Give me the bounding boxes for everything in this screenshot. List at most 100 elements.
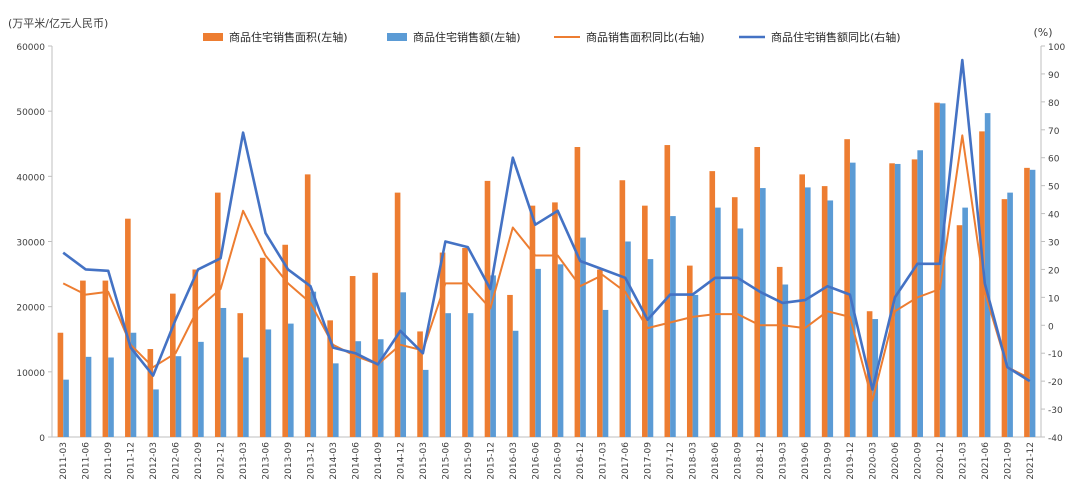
x-tick-label: 2013-12 — [307, 442, 317, 480]
right-tick-label: -10 — [1048, 350, 1063, 360]
area-bar — [349, 276, 356, 437]
sales-bar — [760, 188, 766, 437]
right-tick-label: -20 — [1048, 378, 1063, 388]
x-tick-label: 2014-09 — [374, 442, 384, 480]
sales-bar — [602, 309, 609, 437]
area-bar — [529, 205, 536, 437]
sales-bar — [288, 323, 294, 437]
x-tick-label: 2015-12 — [486, 442, 496, 480]
area-bar — [394, 192, 401, 437]
area-bar — [686, 265, 693, 437]
legend-label: 商品住宅销售面积(左轴) — [229, 30, 348, 44]
sales-bar — [894, 163, 901, 437]
left-axis-unit: (万平米/亿元人民币) — [8, 17, 108, 30]
area-bar — [282, 244, 289, 437]
x-tick-label: 2018-03 — [689, 442, 699, 480]
x-tick-label: 2011-12 — [127, 442, 137, 480]
right-tick-label: 70 — [1048, 127, 1060, 137]
area-bar — [754, 147, 761, 437]
sales-bar — [715, 207, 721, 437]
x-tick-label: 2016-12 — [576, 442, 586, 480]
right-tick-label: 0 — [1048, 322, 1054, 332]
right-tick-label: 10 — [1048, 294, 1060, 304]
left-tick-label: 40000 — [16, 173, 45, 183]
x-tick-label: 2011-06 — [82, 442, 92, 480]
area-bar — [80, 280, 86, 437]
x-tick-label: 2014-03 — [329, 442, 339, 480]
x-tick-labels: 2011-03 2011-06 2011-09 2011-12 2012-03 2012-… — [59, 442, 1036, 480]
x-tick-label: 2018-12 — [756, 442, 766, 480]
legend-label: 商品住宅销售额同比(右轴) — [771, 30, 901, 44]
x-tick-label: 2019-03 — [779, 442, 789, 480]
x-tick-label: 2019-12 — [846, 442, 856, 480]
area-bar — [934, 102, 940, 437]
x-tick-label: 2013-06 — [262, 442, 272, 480]
sales-bar — [63, 379, 69, 437]
area-bar — [192, 269, 199, 437]
sales-bar — [557, 264, 564, 437]
right-tick-label: 50 — [1048, 183, 1060, 193]
area-bar — [574, 147, 581, 437]
x-tick-label: 2012-03 — [149, 442, 159, 480]
sales-bar — [962, 207, 968, 437]
sales-bar — [422, 369, 429, 437]
area-yoy-line — [62, 134, 1031, 402]
sales-bar — [917, 150, 923, 437]
area-bar — [619, 180, 626, 437]
x-tick-label: 2017-09 — [644, 442, 654, 480]
area-bar — [214, 192, 221, 437]
x-tick-label: 2013-09 — [284, 442, 294, 480]
sales-bar — [153, 389, 159, 437]
bar-series — [57, 102, 1036, 438]
area-bar — [462, 248, 468, 437]
sales-bar — [220, 307, 227, 437]
sales-bar — [265, 329, 272, 437]
area-bar — [1001, 199, 1008, 437]
x-tick-label: 2019-09 — [824, 442, 834, 480]
x-tick-label: 2014-06 — [351, 442, 361, 480]
area-bar — [776, 266, 783, 437]
sales-bar — [782, 284, 789, 437]
line-series — [62, 58, 1031, 402]
sales-bar — [625, 241, 631, 437]
area-bar — [731, 197, 738, 437]
sales-bar — [130, 332, 137, 437]
area-bar — [417, 331, 423, 437]
area-bar — [170, 293, 176, 437]
right-axis-unit: (%) — [1033, 26, 1052, 39]
x-tick-label: 2020-09 — [913, 442, 923, 480]
area-bar — [484, 180, 491, 437]
sales-bar — [984, 113, 991, 437]
sales-bar — [355, 341, 362, 437]
area-bar — [821, 186, 828, 437]
area-bar — [102, 280, 109, 437]
x-tick-label: 2011-03 — [59, 442, 69, 480]
area-bar — [642, 205, 648, 437]
right-tick-label: -30 — [1048, 406, 1063, 416]
sales-bar — [108, 357, 114, 437]
x-tick-label: 2016-03 — [509, 442, 519, 480]
right-tick-label: 80 — [1048, 99, 1060, 109]
area-bar — [709, 171, 716, 437]
sales-bar — [467, 313, 474, 437]
legend: 商品住宅销售面积(左轴) 商品住宅销售额(左轴) 商品销售面积同比(右轴) 商品住宅销… — [203, 30, 901, 44]
area-bar — [799, 174, 805, 437]
sales-bar — [670, 216, 676, 437]
sales-bar — [332, 363, 339, 437]
sales-bar — [243, 357, 249, 437]
sales-bar — [804, 187, 811, 437]
area-bar — [147, 349, 154, 437]
left-tick-label: 0 — [39, 434, 45, 444]
x-tick-label: 2014-12 — [396, 442, 406, 480]
legend-label: 商品住宅销售额(左轴) — [413, 30, 521, 44]
left-tick-label: 60000 — [16, 43, 45, 53]
area-bar — [327, 320, 333, 437]
right-tick-label: 90 — [1048, 71, 1060, 81]
right-tick-label: 100 — [1048, 43, 1065, 53]
sales-bar — [175, 356, 182, 437]
area-bar — [956, 225, 963, 437]
area-bar — [889, 163, 895, 438]
x-tick-label: 2021-12 — [1026, 442, 1036, 480]
left-tick-label: 30000 — [16, 239, 45, 249]
